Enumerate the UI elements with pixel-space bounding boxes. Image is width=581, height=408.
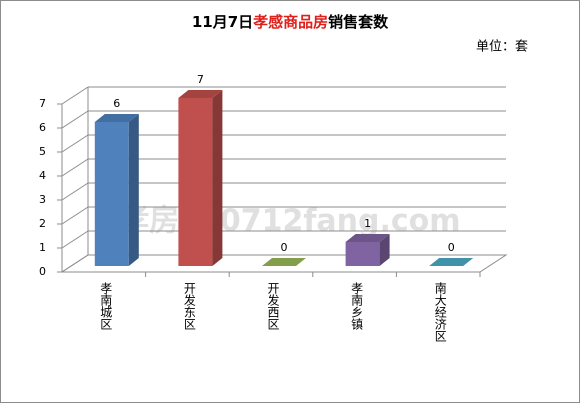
grid-line-side xyxy=(61,206,89,225)
bar-side xyxy=(128,114,139,266)
grid-line-side xyxy=(61,110,89,129)
grid-line-side xyxy=(61,134,89,153)
title-part: 11月7日 xyxy=(192,13,253,31)
bar-top xyxy=(262,258,306,266)
y-tick-label: 1 xyxy=(39,241,46,254)
grid-line-side xyxy=(61,158,89,177)
watermark: 孝房网 0712fang.com xyxy=(119,204,460,239)
title-part: 销售套数 xyxy=(328,13,389,31)
x-tick-label: 南大经济区 xyxy=(433,281,447,342)
unit-label: 单位：套 xyxy=(476,39,528,55)
chart-title: 11月7日孝感商品房销售套数 xyxy=(192,13,389,31)
bar-top xyxy=(429,258,474,266)
data-label: 7 xyxy=(197,73,204,86)
grid-line-side xyxy=(61,86,89,105)
y-tick-label: 4 xyxy=(39,169,46,182)
data-label: 0 xyxy=(448,241,455,254)
title-part: 孝感商品房 xyxy=(252,13,328,31)
x-tick-label: 开发西区 xyxy=(266,282,280,330)
x-tick-label: 孝南城区 xyxy=(99,282,113,330)
bar-front xyxy=(94,122,129,266)
data-label: 0 xyxy=(281,241,288,254)
y-tick-label: 2 xyxy=(39,217,46,230)
grid-line-side xyxy=(61,230,89,249)
bar-top xyxy=(178,90,223,98)
bar-top xyxy=(345,234,390,242)
y-tick-label: 0 xyxy=(39,265,46,278)
y-tick-label: 7 xyxy=(39,97,46,110)
bar-side xyxy=(212,90,223,266)
x-tick-label: 开发东区 xyxy=(182,282,196,330)
bar-front xyxy=(178,98,213,266)
bar-top xyxy=(94,114,139,122)
data-label: 1 xyxy=(364,217,371,230)
grid-line-side xyxy=(61,182,89,201)
y-tick-label: 6 xyxy=(39,121,46,134)
y-tick-label: 3 xyxy=(39,193,46,206)
data-label: 6 xyxy=(113,97,120,110)
x-tick-label: 孝南乡镇 xyxy=(350,282,364,331)
bar-side xyxy=(379,234,390,266)
y-tick-label: 5 xyxy=(39,145,46,158)
bar-front xyxy=(345,242,380,266)
grid-line-side xyxy=(61,254,89,273)
